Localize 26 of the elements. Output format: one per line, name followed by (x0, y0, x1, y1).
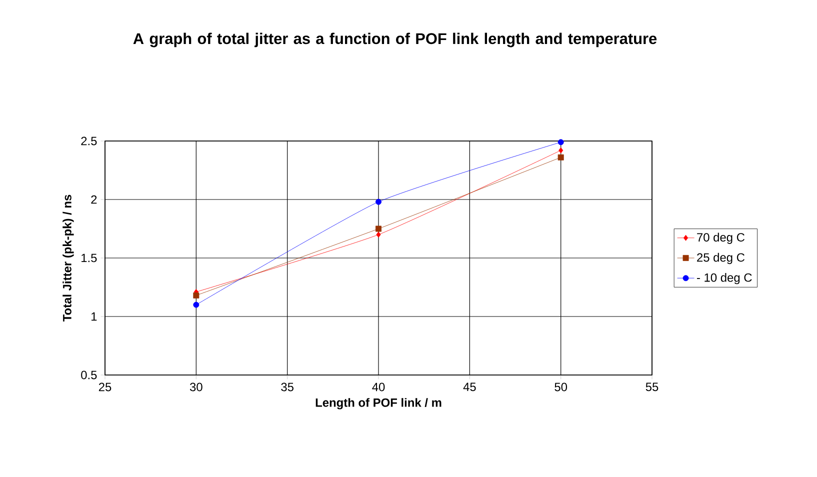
x-tick-label: 30 (190, 382, 202, 392)
y-tick-label: 2 (91, 195, 97, 204)
y-tick-label: 2.5 (81, 136, 97, 146)
point (376, 198, 382, 205)
x-tick-label: 35 (281, 382, 294, 392)
x-tick-label: 55 (646, 382, 658, 392)
point (376, 226, 382, 232)
x-tick-label: 50 (554, 382, 568, 392)
x-tick-label: 25 (98, 382, 112, 392)
y-axis-title: Total Jitter (pk-pk) / ns (62, 194, 74, 322)
point (558, 139, 564, 146)
point (193, 292, 200, 298)
y-tick-label: 1.5 (82, 254, 97, 262)
point (558, 147, 564, 154)
x-axis-title: Length of POF link / m (316, 398, 442, 410)
x-tick-label: 45 (463, 382, 476, 392)
legend-label: 70 deg C (697, 232, 745, 244)
y-tick-label: 0.5 (81, 370, 97, 380)
point (376, 232, 381, 238)
legend-label: 25 deg C (697, 252, 745, 264)
point (558, 154, 564, 160)
chart-title: A graph of total jitter as a function of POF link length and temperature (133, 32, 657, 48)
x-tick-label: 40 (372, 382, 385, 392)
point (193, 302, 200, 308)
y-tick-label: 1 (91, 312, 97, 321)
legend-label: - 10 deg C (697, 273, 752, 284)
